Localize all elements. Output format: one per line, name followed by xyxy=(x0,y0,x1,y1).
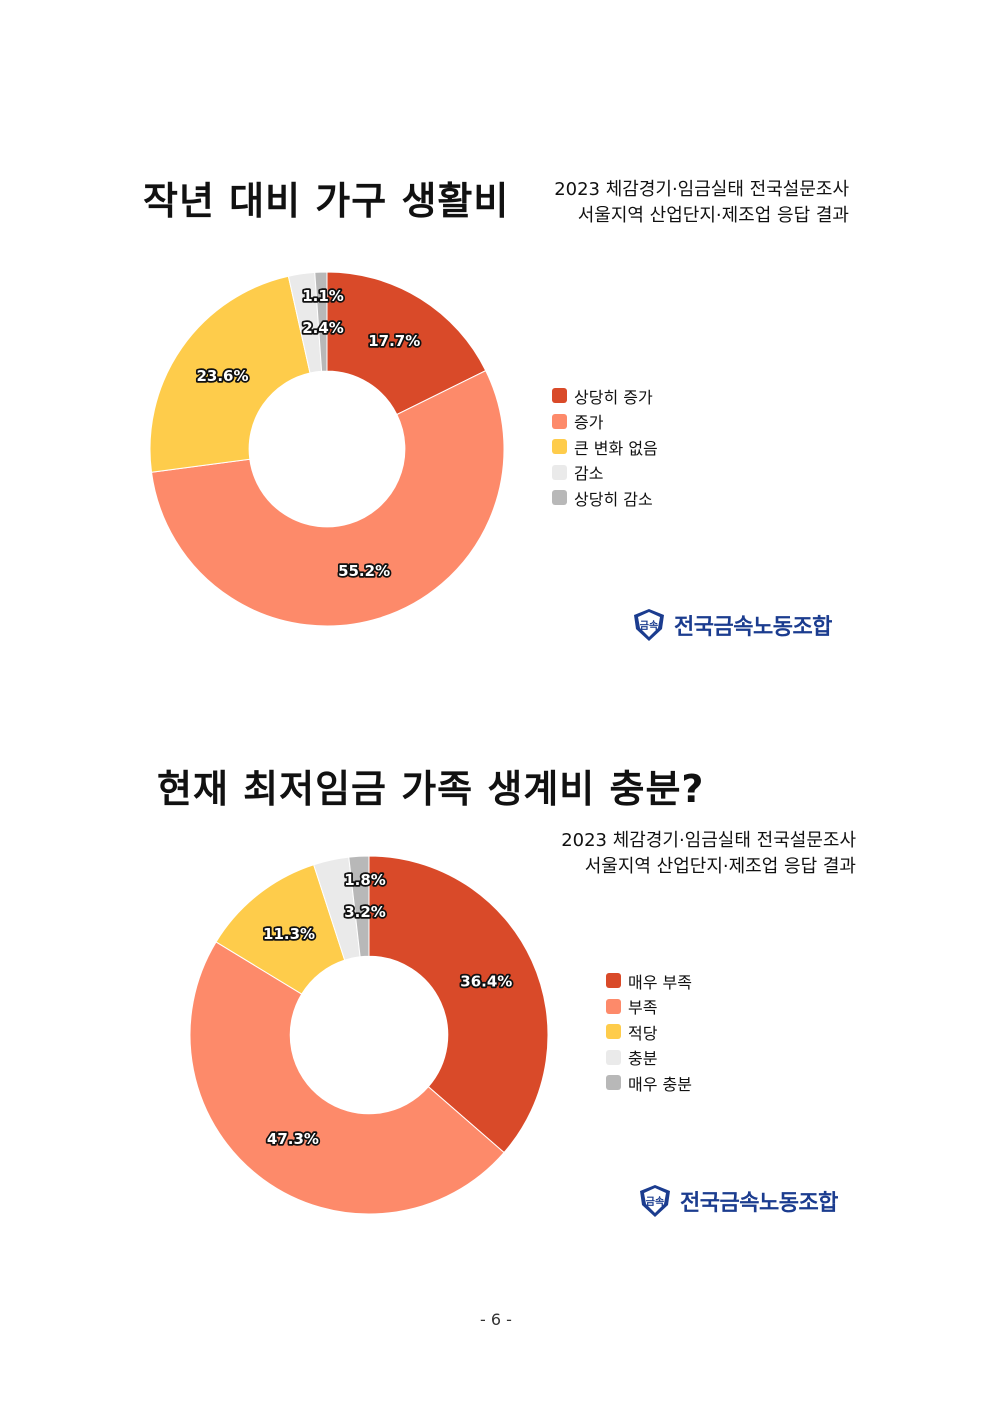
subtitle-line-1: 2023 체감경기·임금실태 전국설문조사 xyxy=(561,830,856,851)
emblem-text: 금속 xyxy=(646,1196,664,1208)
chart-section-2: 현재 최저임금 가족 생계비 충분? 2023 체감경기·임금실태 전국설문조사… xyxy=(0,740,992,1240)
legend-item: 매우 부족 xyxy=(606,968,692,994)
slice-data-label: 23.6% xyxy=(196,367,248,385)
legend-item: 큰 변화 없음 xyxy=(552,434,658,460)
legend-item: 충분 xyxy=(606,1045,692,1071)
legend-swatch xyxy=(606,1049,621,1065)
donut-slice xyxy=(149,275,311,473)
logo-text: 전국금속노동조합 xyxy=(680,1191,838,1216)
slice-data-label: 11.3% xyxy=(263,925,315,943)
donut-slice xyxy=(326,271,487,416)
legend-label: 감소 xyxy=(574,464,604,484)
legend-label: 매우 부족 xyxy=(628,972,692,992)
legend-swatch xyxy=(552,439,567,455)
donut-slice xyxy=(314,271,328,372)
legend-swatch xyxy=(606,998,621,1014)
legend-swatch xyxy=(552,490,567,506)
legend-label: 매우 충분 xyxy=(628,1074,692,1094)
page-number: - 6 - xyxy=(480,1310,512,1329)
legend-label: 증가 xyxy=(574,413,604,433)
legend-swatch xyxy=(606,973,621,989)
slice-data-label: 55.2% xyxy=(338,562,390,580)
union-emblem-icon: 금속 xyxy=(634,609,664,641)
legend-swatch xyxy=(606,1075,621,1091)
slice-data-label: 36.4% xyxy=(460,973,512,991)
legend-item: 증가 xyxy=(552,409,658,435)
subtitle-line-2: 서울지역 산업단지·제조업 응답 결과 xyxy=(584,856,856,877)
legend-item: 상당히 감소 xyxy=(552,485,658,511)
emblem-text: 금속 xyxy=(640,620,658,632)
subtitle-line-1: 2023 체감경기·임금실태 전국설문조사 xyxy=(554,179,849,200)
legend-label: 부족 xyxy=(628,998,658,1018)
legend-item: 상당히 증가 xyxy=(552,383,658,409)
legend-item: 부족 xyxy=(606,994,692,1020)
logo: 금속 전국금속노동조합 xyxy=(636,1183,838,1219)
slice-data-label: 1.8% xyxy=(344,871,386,889)
logo: 금속 전국금속노동조합 xyxy=(630,607,832,643)
legend-item: 적당 xyxy=(606,1019,692,1045)
donut-slice xyxy=(150,369,505,627)
logo-text: 전국금속노동조합 xyxy=(674,615,832,640)
legend-label: 큰 변화 없음 xyxy=(574,438,658,458)
donut-chart: 17.7% 55.2% 23.6% 2.4% 1.1% xyxy=(149,271,505,627)
slice-data-label: 2.4% xyxy=(302,319,344,337)
legend-label: 상당히 증가 xyxy=(574,387,653,407)
chart-subtitle: 2023 체감경기·임금실태 전국설문조사 서울지역 산업단지·제조업 응답 결… xyxy=(561,828,856,880)
donut-slice xyxy=(189,941,505,1215)
donut-slice xyxy=(348,855,370,958)
legend-swatch xyxy=(552,388,567,404)
slice-data-label: 1.1% xyxy=(302,287,344,305)
subtitle-line-2: 서울지역 산업단지·제조업 응답 결과 xyxy=(577,205,849,226)
union-emblem-icon: 금속 xyxy=(640,1185,670,1217)
slice-data-label: 47.3% xyxy=(267,1130,319,1148)
slice-data-label: 3.2% xyxy=(344,903,386,921)
chart-title: 작년 대비 가구 생활비 xyxy=(143,179,510,223)
chart-title: 현재 최저임금 가족 생계비 충분? xyxy=(157,767,705,811)
legend-swatch xyxy=(552,413,567,429)
legend-label: 충분 xyxy=(628,1049,658,1069)
slice-data-label: 17.7% xyxy=(368,332,420,350)
legend-item: 감소 xyxy=(552,460,658,486)
legend-item: 매우 충분 xyxy=(606,1070,692,1096)
legend-label: 상당히 감소 xyxy=(574,489,653,509)
legend-label: 적당 xyxy=(628,1023,658,1043)
chart-subtitle: 2023 체감경기·임금실태 전국설문조사 서울지역 산업단지·제조업 응답 결… xyxy=(554,177,849,229)
legend-swatch xyxy=(606,1024,621,1040)
chart-section-1: 작년 대비 가구 생활비 2023 체감경기·임금실태 전국설문조사 서울지역 … xyxy=(0,150,992,670)
donut-chart: 36.4% 47.3% 11.3% 3.2% 1.8% xyxy=(189,855,549,1215)
donut-slice xyxy=(368,855,549,1154)
legend-swatch xyxy=(552,464,567,480)
